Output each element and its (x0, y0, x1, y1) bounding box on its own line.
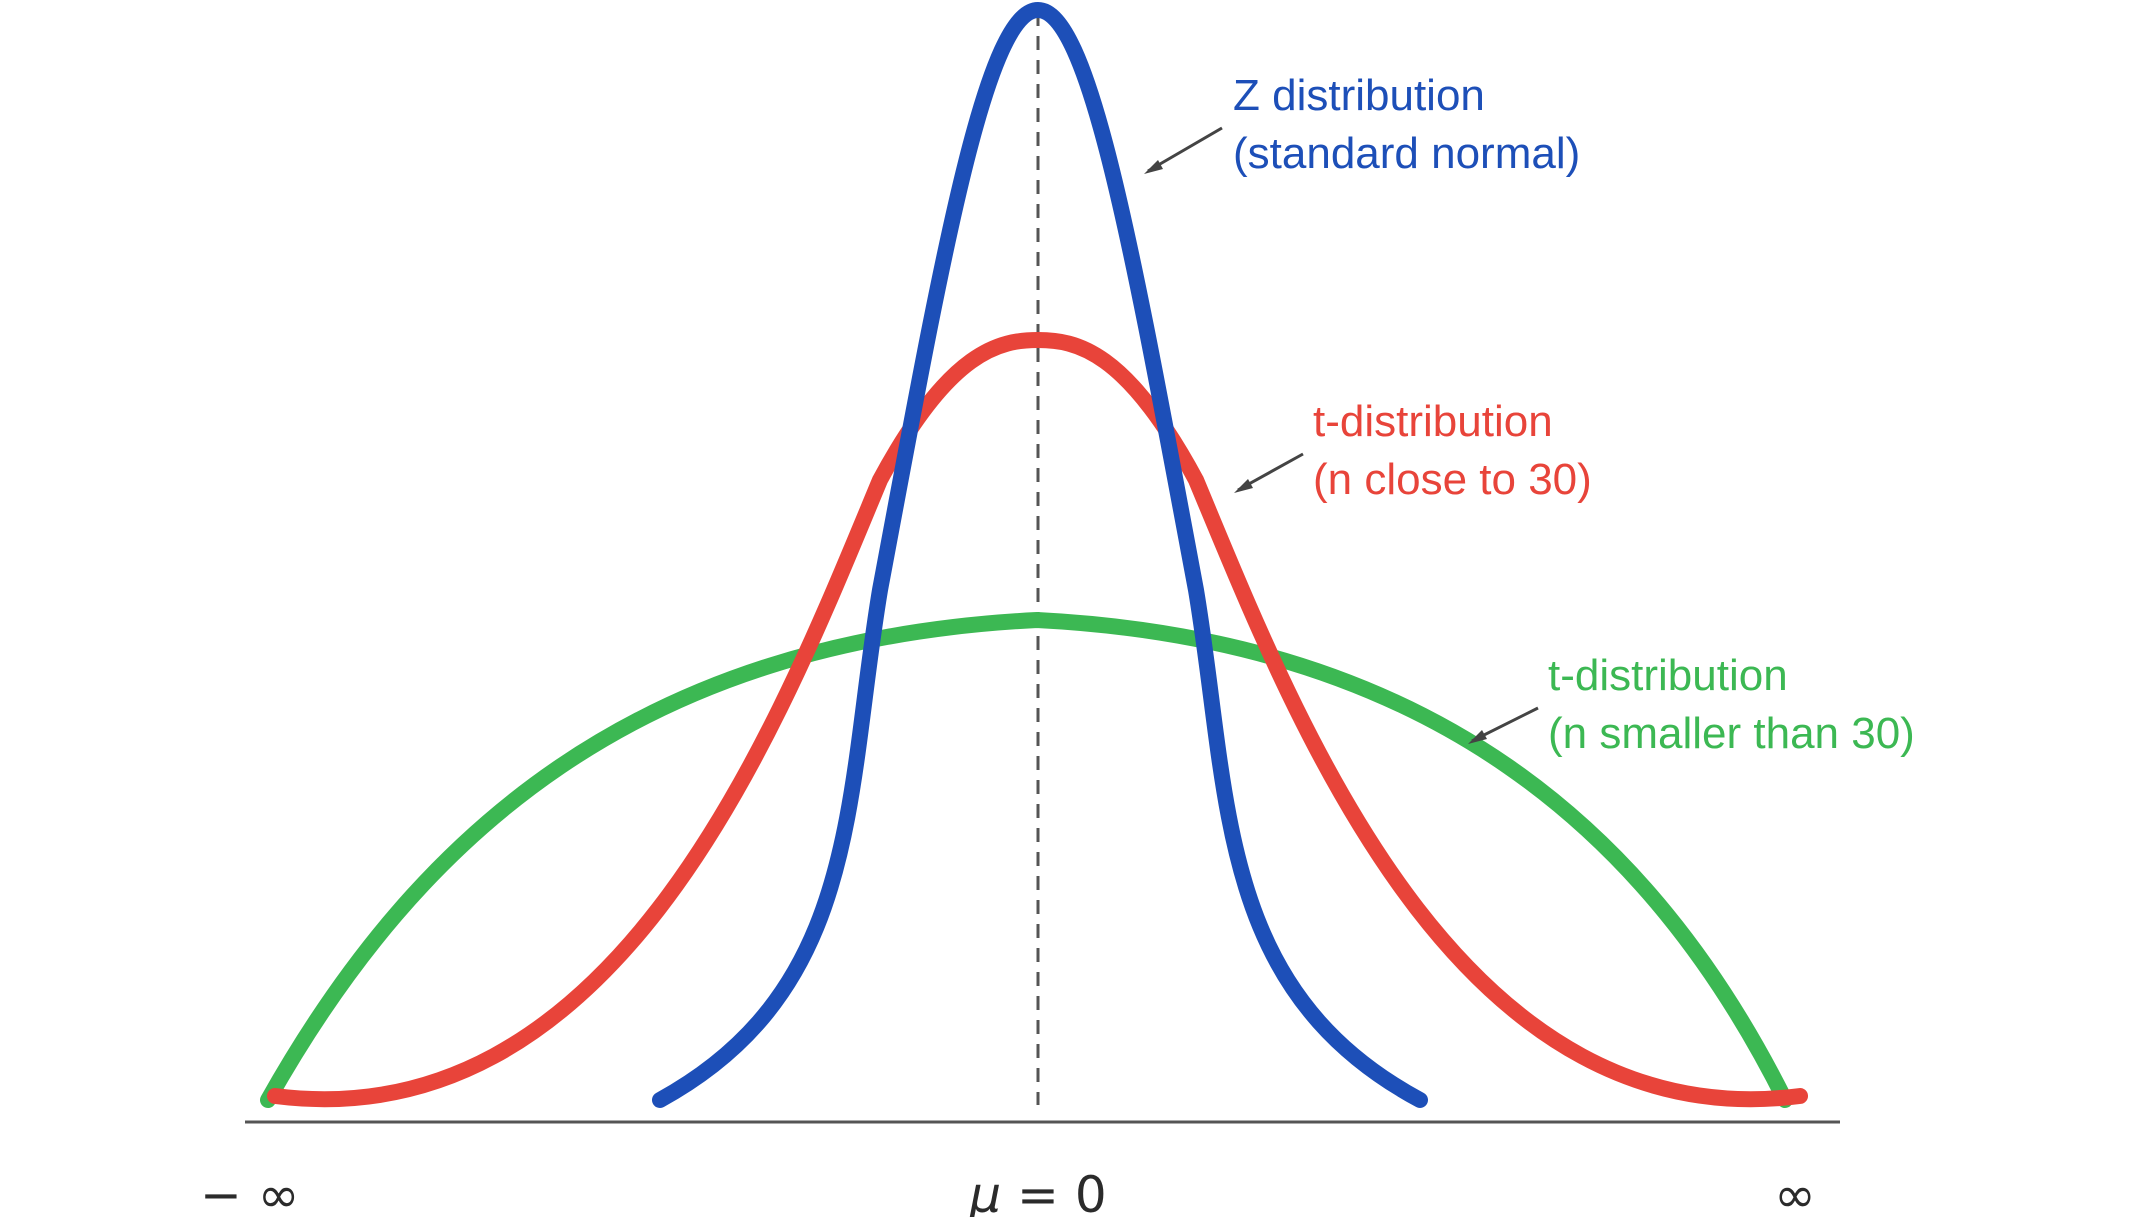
t-30-label-line2: (n close to 30) (1313, 455, 1592, 504)
t-30-label-line1: t-distribution (1313, 397, 1553, 446)
t-30-curve (267, 331, 1808, 1108)
axis-label-positive-infinity: ∞ (1774, 1166, 1816, 1217)
axis-label-negative-infinity: − ∞ (200, 1166, 299, 1217)
t-small-label-arrow (1468, 706, 1539, 744)
t-small-label-line1: t-distribution (1548, 651, 1788, 700)
mu-symbol: μ (968, 1166, 1001, 1217)
z-label-line2: (standard normal) (1233, 129, 1580, 178)
mean-equals-zero: = 0 (1001, 1166, 1107, 1217)
z-label-arrow (1144, 126, 1223, 174)
z-label-line1: Z distribution (1233, 71, 1485, 120)
t-small-curve (260, 611, 1793, 1108)
axis-label-mean: μ = 0 (968, 1166, 1106, 1217)
z-curve (652, 1, 1428, 1108)
t-small-label-line2: (n smaller than 30) (1548, 709, 1915, 758)
t-30-label-arrow (1234, 452, 1304, 493)
